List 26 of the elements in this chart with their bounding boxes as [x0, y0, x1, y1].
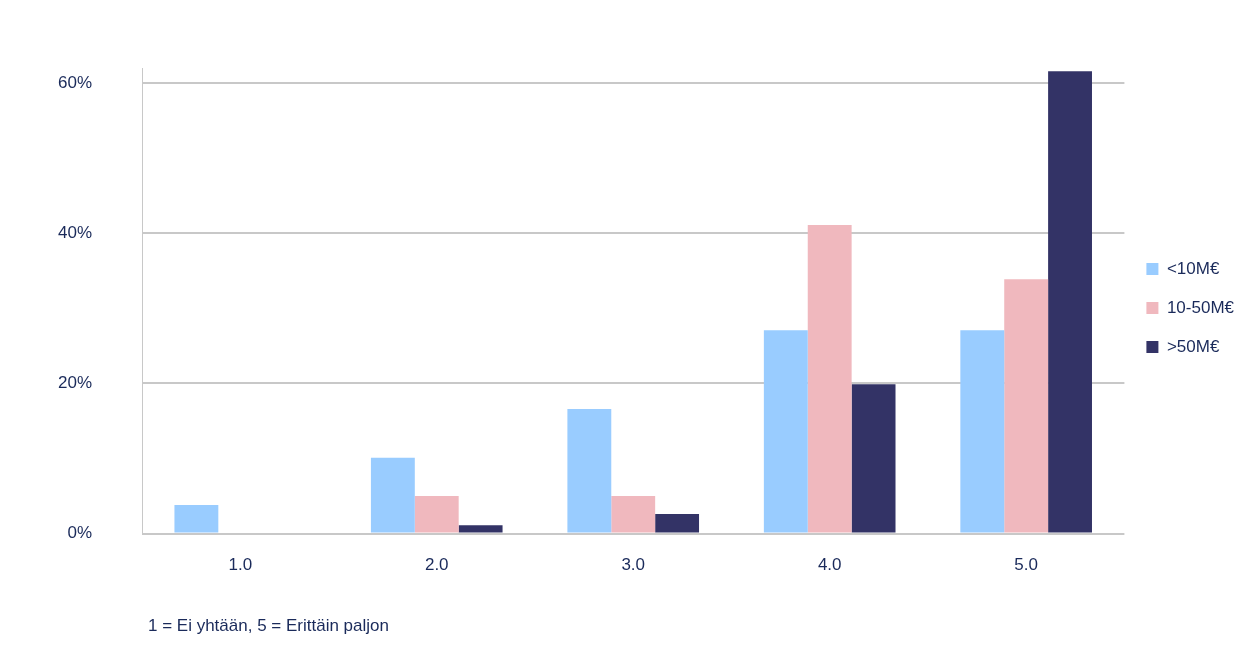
x-tick-label: 5.0 [1014, 555, 1038, 575]
bar [763, 330, 808, 533]
y-tick-label: 20% [57, 373, 93, 393]
bar [458, 525, 503, 533]
bar [960, 330, 1005, 533]
bar [1004, 279, 1049, 533]
legend-label: >50M€ [1166, 336, 1220, 356]
y-tick-label: 0% [67, 523, 93, 543]
y-tick-label: 40% [57, 223, 93, 243]
x-tick-label: 3.0 [621, 555, 646, 575]
bar [370, 457, 415, 533]
bar [174, 505, 219, 533]
x-tick-label: 4.0 [817, 555, 842, 575]
bar [807, 225, 852, 533]
y-tick-label: 60% [57, 72, 93, 92]
x-tick-label: 1.0 [228, 555, 253, 575]
bar [414, 496, 459, 533]
legend-label: <10M€ [1166, 258, 1220, 278]
bar [1048, 71, 1092, 533]
bar [567, 408, 612, 533]
x-tick-label: 2.0 [424, 555, 449, 575]
bar [655, 514, 700, 533]
text: 1 = Ei yhtään, 5 = Erittäin paljon [148, 616, 390, 636]
bar [851, 384, 896, 533]
legend-label: 10-50M€ [1166, 297, 1235, 317]
bar [611, 496, 656, 533]
